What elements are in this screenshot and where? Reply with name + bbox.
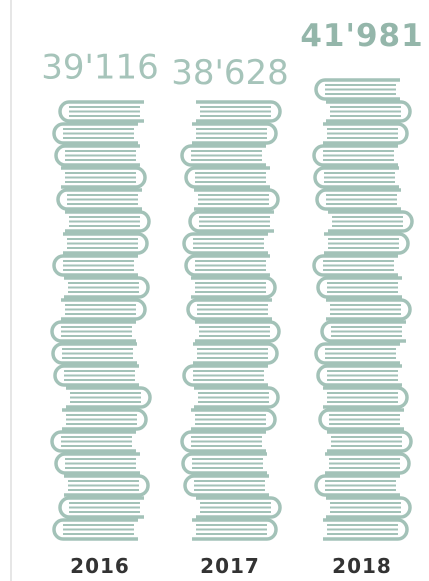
- book-cover: [314, 78, 400, 101]
- book-cover: [327, 430, 413, 453]
- book-cover: [323, 386, 409, 409]
- value-label: 41'981: [300, 18, 423, 54]
- book-cover: [50, 430, 136, 453]
- book-cover: [194, 386, 280, 409]
- book-cover: [50, 320, 136, 343]
- book-cover: [188, 210, 274, 233]
- book-cover: [312, 144, 398, 167]
- book-cover: [184, 166, 270, 189]
- book-cover: [61, 166, 147, 189]
- value-label: 39'116: [41, 47, 159, 87]
- book-cover: [56, 188, 142, 211]
- book-cover: [196, 100, 282, 123]
- book-cover: [186, 298, 272, 321]
- book-cover: [53, 364, 139, 387]
- category-label: 2017: [200, 554, 260, 578]
- book-cover: [61, 298, 147, 321]
- value-label: 38'628: [171, 53, 289, 93]
- book-cover: [194, 188, 280, 211]
- book-cover: [183, 474, 269, 497]
- book-cover: [192, 122, 278, 145]
- book-cover: [191, 408, 277, 431]
- book-cover: [312, 254, 398, 277]
- category-label: 2016: [70, 554, 130, 578]
- book-cover: [316, 364, 402, 387]
- book-cover: [180, 144, 266, 167]
- book-cover: [58, 496, 144, 519]
- book-cover: [52, 518, 138, 541]
- book-cover: [192, 518, 278, 541]
- book-cover: [318, 408, 404, 431]
- book-cover: [193, 342, 279, 365]
- book-cover: [180, 430, 266, 453]
- book-cover: [195, 320, 281, 343]
- book-cover: [52, 254, 138, 277]
- book-cover: [65, 210, 151, 233]
- book-cover: [196, 496, 282, 519]
- book-cover: [66, 386, 152, 409]
- book-cover: [182, 364, 268, 387]
- category-label: 2018: [332, 554, 392, 578]
- book-cover: [323, 122, 409, 145]
- book-cover: [323, 518, 409, 541]
- book-cover: [54, 452, 140, 475]
- book-cover: [328, 210, 414, 233]
- book-cover: [326, 298, 412, 321]
- book-cover: [64, 474, 150, 497]
- book-cover: [314, 342, 400, 365]
- book-cover: [62, 408, 148, 431]
- book-cover: [315, 188, 401, 211]
- book-cover: [324, 232, 410, 255]
- book-cover: [326, 496, 412, 519]
- book-stack: [50, 100, 152, 541]
- book-cover: [325, 452, 411, 475]
- book-cover: [314, 474, 400, 497]
- book-cover: [326, 100, 412, 123]
- book-cover: [52, 122, 138, 145]
- book-cover: [184, 254, 270, 277]
- book-cover: [64, 276, 150, 299]
- book-cover: [191, 276, 277, 299]
- book-cover: [58, 100, 144, 123]
- book-cover: [316, 276, 402, 299]
- book-cover: [63, 232, 149, 255]
- book-cover: [181, 452, 267, 475]
- book-cover: [54, 144, 140, 167]
- book-cover: [320, 320, 406, 343]
- book-cover: [51, 342, 137, 365]
- book-stack: [180, 100, 282, 541]
- book-stack: [312, 78, 414, 541]
- book-cover: [313, 166, 399, 189]
- book-cover: [182, 232, 268, 255]
